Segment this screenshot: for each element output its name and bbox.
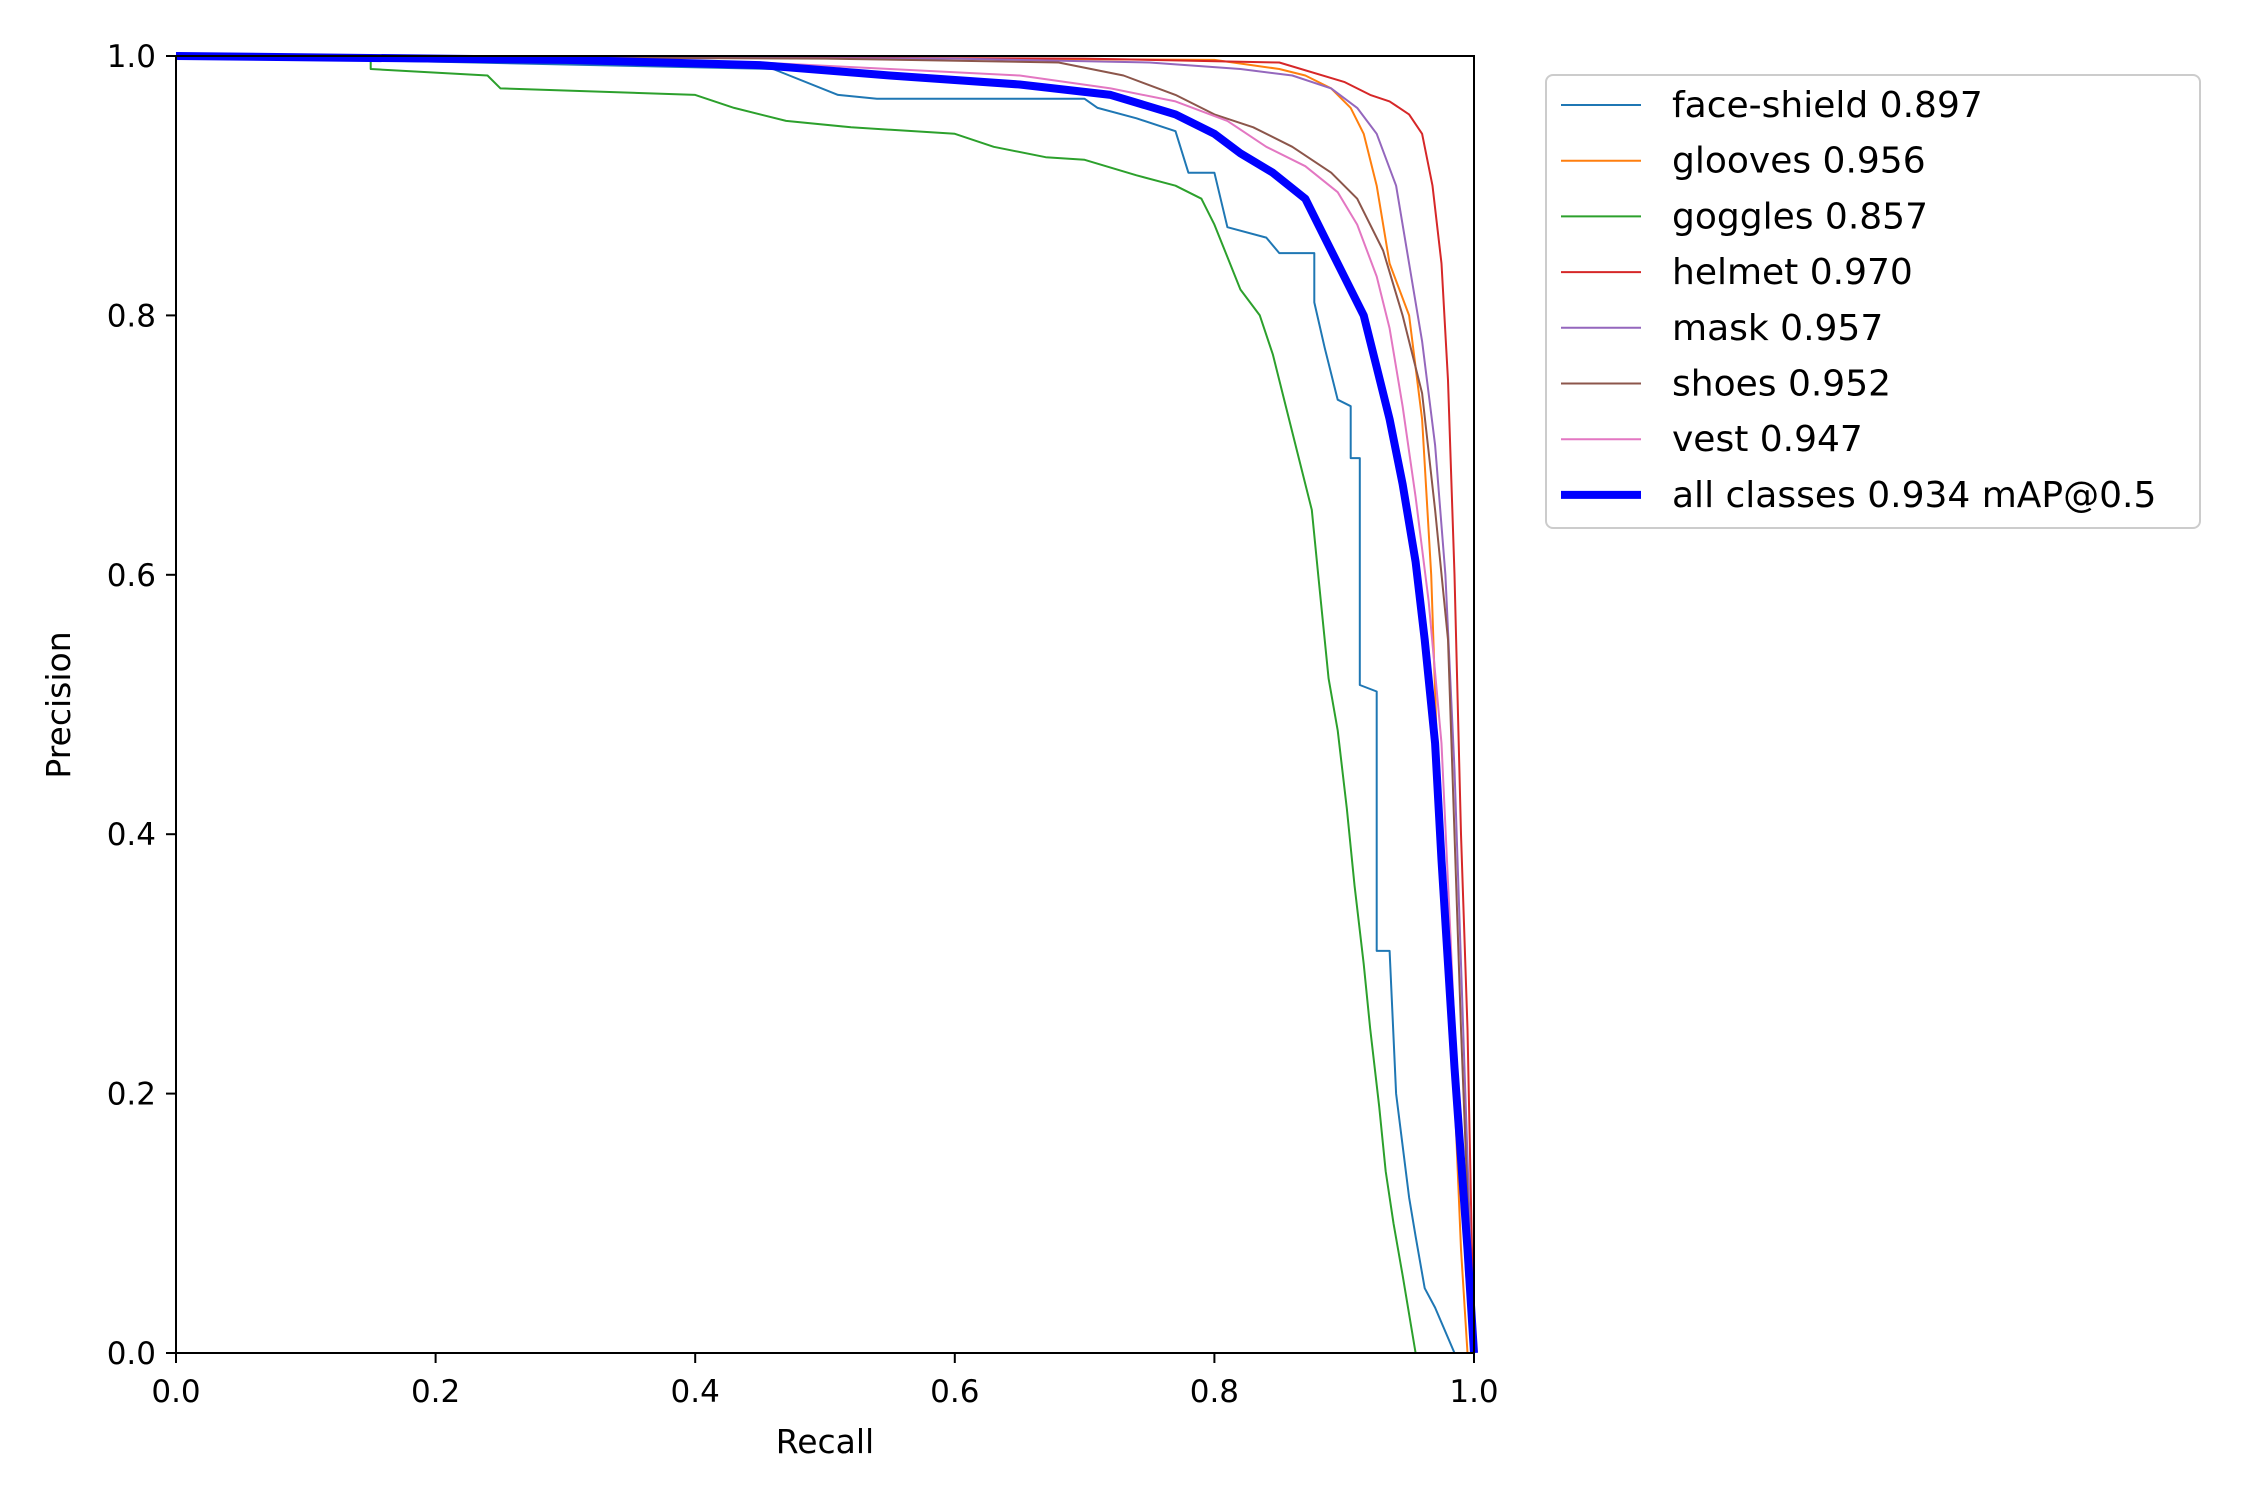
pr-curve-0	[175, 55, 1456, 1354]
legend-label-4: mask 0.957	[1672, 308, 1883, 349]
x-axis-label: Recall	[776, 1422, 874, 1461]
pr-curve-7	[175, 52, 1478, 1354]
legend-label-2: goggles 0.857	[1672, 196, 1928, 237]
x-tick-label: 0.6	[930, 1374, 979, 1410]
legend: face-shield 0.897 glooves 0.956 goggles 0.…	[1545, 74, 2201, 529]
x-tick-label: 0.2	[411, 1374, 460, 1410]
pr-curve-3	[175, 55, 1475, 1354]
pr-curve-2	[176, 55, 1417, 1354]
pr-curve-4	[175, 55, 1475, 1354]
x-tick-label: 0.4	[671, 1374, 720, 1410]
y-axis-label: Precision	[39, 631, 78, 778]
plot-frame	[175, 55, 1475, 1354]
pr-curve-5	[175, 55, 1475, 1354]
legend-label-0: face-shield 0.897	[1672, 85, 1983, 126]
legend-label-6: vest 0.947	[1672, 419, 1863, 460]
y-tick-label: 0.6	[107, 558, 156, 594]
legend-label-7: all classes 0.934 mAP@0.5	[1672, 475, 2156, 516]
x-tick-label: 1.0	[1449, 1374, 1498, 1410]
legend-box	[1545, 74, 2201, 529]
legend-label-3: helmet 0.970	[1672, 252, 1913, 293]
y-tick-label: 0.2	[107, 1077, 156, 1113]
x-tick-label: 0.0	[151, 1374, 200, 1410]
x-axis: 0.0 0.2 0.4 0.6 0.8 1.0	[151, 1353, 1499, 1410]
legend-label-5: shoes 0.952	[1672, 364, 1891, 405]
x-tick-label: 0.8	[1190, 1374, 1239, 1410]
y-tick-label: 0.8	[107, 298, 156, 334]
pr-curve-6	[175, 55, 1475, 1354]
curves-layer	[175, 52, 1478, 1354]
y-tick-label: 0.4	[107, 817, 156, 853]
legend-label-1: glooves 0.956	[1672, 141, 1926, 182]
y-tick-label: 0.0	[107, 1336, 156, 1372]
y-tick-label: 1.0	[107, 39, 156, 75]
y-axis: 0.0 0.2 0.4 0.6 0.8 1.0	[107, 39, 176, 1372]
